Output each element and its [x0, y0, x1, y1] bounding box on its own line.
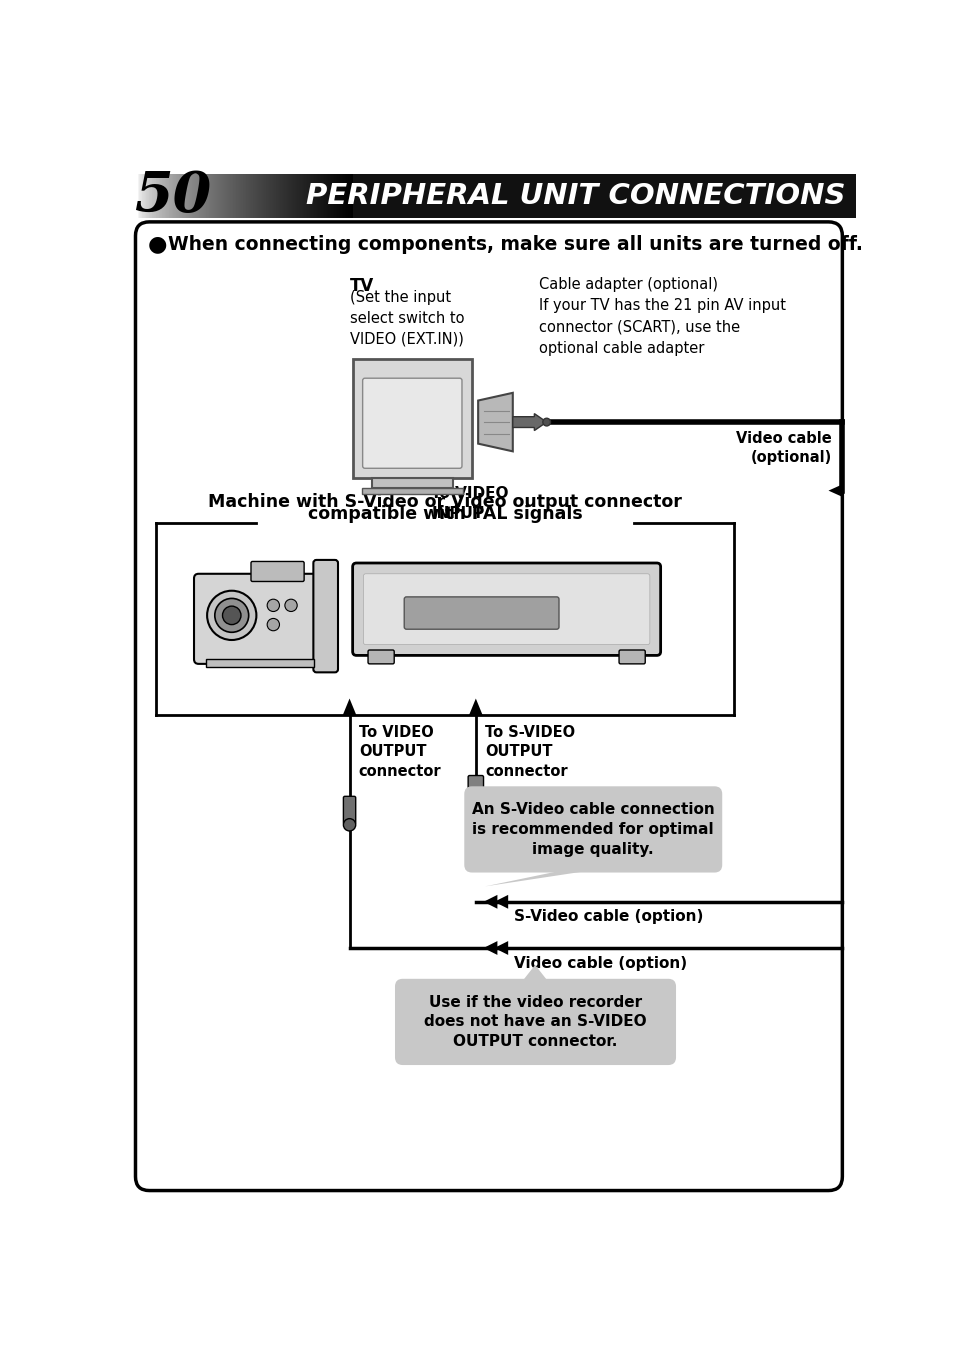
Polygon shape — [494, 894, 508, 909]
FancyBboxPatch shape — [353, 359, 472, 478]
Polygon shape — [513, 413, 546, 431]
Text: When connecting components, make sure all units are turned off.: When connecting components, make sure al… — [168, 234, 862, 253]
Polygon shape — [483, 894, 497, 909]
Text: Cable adapter (optional)
If your TV has the 21 pin AV input
connector (SCART), u: Cable adapter (optional) If your TV has … — [538, 276, 785, 356]
Polygon shape — [477, 393, 513, 451]
Text: Video cable (option): Video cable (option) — [514, 955, 687, 970]
Circle shape — [222, 606, 241, 625]
Text: S-Video cable (option): S-Video cable (option) — [514, 909, 703, 924]
Polygon shape — [483, 942, 497, 955]
Text: TV: TV — [349, 276, 374, 294]
FancyBboxPatch shape — [193, 573, 326, 664]
Text: (Set the input
select switch to
VIDEO (EXT.IN)): (Set the input select switch to VIDEO (E… — [349, 290, 463, 347]
Bar — [206, 660, 314, 667]
FancyBboxPatch shape — [343, 797, 355, 824]
Circle shape — [207, 591, 256, 640]
Circle shape — [267, 599, 279, 611]
Bar — [372, 478, 453, 488]
Text: PERIPHERAL UNIT CONNECTIONS: PERIPHERAL UNIT CONNECTIONS — [306, 183, 844, 210]
Text: compatible with PAL signals: compatible with PAL signals — [307, 505, 581, 523]
Polygon shape — [494, 942, 508, 955]
Circle shape — [267, 618, 279, 631]
FancyBboxPatch shape — [363, 573, 649, 645]
FancyBboxPatch shape — [362, 378, 461, 469]
FancyBboxPatch shape — [368, 650, 394, 664]
FancyBboxPatch shape — [618, 650, 644, 664]
Circle shape — [343, 818, 355, 831]
Circle shape — [542, 419, 550, 425]
Text: To S-VIDEO
OUTPUT
connector: To S-VIDEO OUTPUT connector — [484, 725, 575, 779]
Polygon shape — [484, 864, 627, 886]
FancyBboxPatch shape — [135, 222, 841, 1191]
Polygon shape — [342, 699, 356, 715]
FancyBboxPatch shape — [353, 562, 659, 656]
FancyBboxPatch shape — [404, 598, 558, 629]
Text: An S-Video cable connection
is recommended for optimal
image quality.: An S-Video cable connection is recommend… — [472, 802, 714, 856]
Polygon shape — [353, 175, 856, 218]
Text: ●: ● — [148, 234, 167, 255]
Polygon shape — [469, 699, 482, 715]
Text: Machine with S-Video or Video output connector: Machine with S-Video or Video output con… — [208, 493, 681, 511]
FancyBboxPatch shape — [251, 561, 304, 581]
Text: Video cable
(optional): Video cable (optional) — [735, 431, 831, 465]
FancyBboxPatch shape — [464, 786, 721, 873]
Circle shape — [214, 599, 249, 633]
Polygon shape — [517, 965, 552, 986]
Text: To VIDEO
INPUT: To VIDEO INPUT — [431, 486, 508, 520]
Polygon shape — [827, 484, 843, 497]
Circle shape — [285, 599, 297, 611]
Bar — [361, 488, 462, 493]
Text: Use if the video recorder
does not have an S-VIDEO
OUTPUT connector.: Use if the video recorder does not have … — [424, 995, 646, 1049]
FancyBboxPatch shape — [468, 775, 483, 805]
FancyBboxPatch shape — [395, 978, 676, 1065]
Text: To VIDEO
OUTPUT
connector: To VIDEO OUTPUT connector — [358, 725, 441, 779]
FancyBboxPatch shape — [313, 560, 337, 672]
Text: 50: 50 — [133, 169, 211, 224]
